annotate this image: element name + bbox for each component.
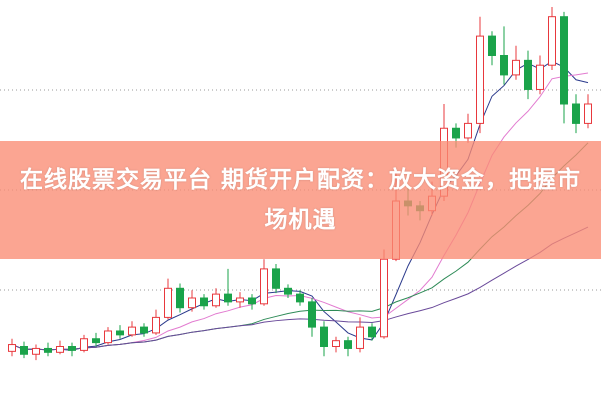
candle-body xyxy=(500,55,508,76)
candle-body xyxy=(212,293,220,307)
candle-body xyxy=(140,326,148,334)
candle-body xyxy=(272,268,280,289)
candle-body xyxy=(44,347,52,353)
candle-body xyxy=(572,103,580,124)
candle-body xyxy=(248,297,256,305)
candle-body xyxy=(488,35,496,56)
candle-body xyxy=(308,301,316,328)
candle-body xyxy=(20,346,28,355)
candle-body xyxy=(260,268,268,305)
candle-body xyxy=(164,287,172,318)
candle-body xyxy=(584,103,592,124)
candle-body xyxy=(104,330,112,344)
candle-body xyxy=(536,64,544,90)
candle-body xyxy=(464,122,472,139)
candle-body xyxy=(344,340,352,349)
candle-body xyxy=(524,59,532,90)
ma-line-40 xyxy=(11,226,589,351)
candle-body xyxy=(32,347,40,355)
candle-body xyxy=(320,326,328,348)
candle-body xyxy=(236,297,244,303)
candle-body xyxy=(380,258,388,338)
candle-body xyxy=(68,346,76,351)
candle-body xyxy=(224,293,232,303)
article-title: 在线股票交易平台 期货开户配资：放大资金，把握市场机遇 xyxy=(19,167,581,233)
candle-body xyxy=(188,297,196,309)
candle-body xyxy=(152,316,160,334)
candle-body xyxy=(476,35,484,124)
candle-body xyxy=(332,340,340,347)
candle-body xyxy=(176,287,184,309)
candle-body xyxy=(200,297,208,307)
candle-body xyxy=(284,287,292,295)
candle-body xyxy=(356,326,364,349)
candle-body xyxy=(368,326,376,338)
candle-body xyxy=(80,338,88,351)
candle-body xyxy=(560,16,568,105)
candle-body xyxy=(452,127,460,139)
candle-body xyxy=(296,293,304,303)
candle-body xyxy=(92,338,100,344)
candle-body xyxy=(128,326,136,336)
candle-body xyxy=(548,16,556,66)
candle-body xyxy=(56,346,64,353)
candle-body xyxy=(512,59,520,76)
candle-body xyxy=(8,344,16,352)
candle-body xyxy=(116,330,124,336)
title-banner: 在线股票交易平台 期货开户配资：放大资金，把握市场机遇 xyxy=(0,141,601,259)
